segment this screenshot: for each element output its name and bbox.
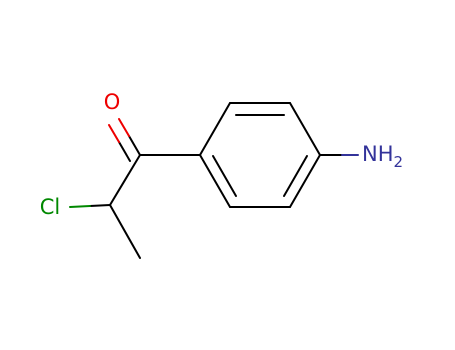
atom-subscript: 2 <box>394 153 404 171</box>
bond <box>109 204 141 259</box>
bond <box>289 102 321 156</box>
bond <box>118 141 131 162</box>
bond <box>89 204 111 207</box>
bond <box>289 154 321 208</box>
bond <box>199 154 231 208</box>
atom-label: O <box>104 90 121 114</box>
bond <box>69 205 91 208</box>
atom-label: NH2 <box>362 142 403 171</box>
bond <box>128 135 141 156</box>
atom-label: NH <box>362 142 394 166</box>
bond <box>212 155 237 197</box>
bonds <box>69 102 359 259</box>
bond <box>109 154 141 206</box>
bond <box>283 155 308 197</box>
bond <box>108 124 120 143</box>
atom-label: Cl <box>40 195 61 219</box>
bond <box>118 118 130 137</box>
bond <box>199 102 231 156</box>
